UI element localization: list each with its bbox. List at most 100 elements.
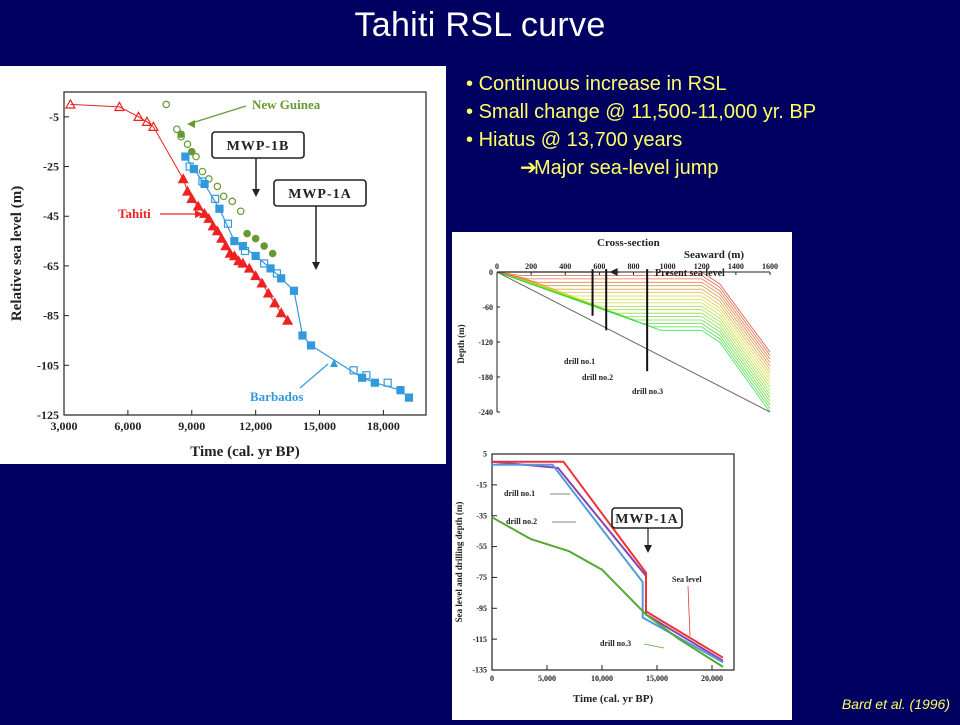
mwp-1a-arrow-head (644, 545, 652, 553)
sub-bullet: ➔Major sea-level jump (466, 154, 956, 182)
barbados-filled-point (404, 393, 414, 402)
x-axis-label: Time (cal. yr BP) (190, 444, 299, 460)
barbados-arrow-line (299, 363, 329, 389)
y-tick-label: -95 (476, 604, 487, 613)
barbados-arrow-head (330, 359, 338, 367)
barbados-filled-point (181, 152, 190, 161)
new-guinea-open-point (162, 100, 171, 109)
x-tick-label: 3,000 (51, 419, 78, 433)
x-tick-label: 12,000 (239, 419, 272, 433)
sea-level-leader (687, 585, 691, 637)
reef-layer-line (496, 271, 771, 367)
tahiti-filled-point (198, 207, 211, 218)
depth-series-line (492, 460, 724, 659)
tahiti-arrow-head (195, 210, 203, 218)
barbados-filled-point (358, 373, 367, 382)
barbados-open-point (383, 378, 392, 387)
mwp-1b-label-box (211, 131, 305, 159)
barbados-filled-point (215, 204, 224, 213)
new-guinea-arrow-line (194, 105, 247, 123)
new-guinea-label: New Guinea (252, 97, 321, 112)
mwp-1b-label: MWP-1B (227, 139, 290, 154)
y-tick-label: -105 (37, 358, 59, 372)
tahiti-open-point (132, 111, 145, 122)
barbados-filled-point (289, 286, 299, 295)
tahiti-open-point (141, 116, 153, 127)
barbados-open-point (272, 269, 282, 278)
mwp-1a-label: MWP-1A (288, 187, 352, 202)
present-sea-level-arrow-head (609, 268, 618, 276)
bullet-text: Hiatus @ 13,700 years (478, 129, 683, 151)
present-sea-level-label: Present sea level (655, 268, 725, 279)
bullet-item: • Continuous increase in RSL (466, 73, 727, 95)
y-tick-label: -125 (37, 408, 59, 422)
tahiti-filled-point (177, 173, 189, 184)
new-guinea-open-point (173, 125, 181, 134)
new-guinea-arrow-head (187, 120, 195, 128)
x-tick-label: 20,000 (701, 674, 723, 683)
x-tick-label: 400 (559, 262, 571, 271)
tahiti-open-point (64, 98, 76, 109)
x-tick-label: 9,000 (178, 419, 205, 433)
cross-section-title: Cross-section (597, 237, 660, 249)
model-charts: Cross-section Seaward (m) 0 200 400 600 800 100… (452, 232, 792, 720)
sub-bullet-text: Major sea-level jump (534, 157, 719, 179)
y-tick-label: -75 (476, 573, 487, 582)
y-tick-label: -85 (43, 309, 59, 323)
slide-title: Tahiti RSL curve (354, 6, 606, 44)
new-guinea-open-point (198, 167, 207, 176)
basement-slope (496, 271, 771, 413)
barbados-filled-point (238, 241, 247, 251)
y-tick-label: -15 (476, 481, 487, 490)
tahiti-filled-point (269, 297, 281, 308)
y-tick-label: -55 (476, 542, 487, 551)
barbados-filled-point (306, 341, 316, 350)
y-tick-label: -35 (476, 511, 487, 520)
rsl-chart: 3,000 6,000 9,000 12,000 15,000 18,000 -5 -25 -4… (0, 66, 446, 464)
x-tick-label: 15,000 (303, 419, 336, 433)
bullet-text: Small change @ 11,500-11,000 yr. BP (478, 101, 817, 123)
sea-level-label: Sea level (672, 575, 702, 584)
x-axis-label: Time (cal. yr BP) (573, 693, 654, 705)
new-guinea-open-point (183, 140, 192, 148)
drill-label: drill no.1 (504, 489, 535, 498)
y-axis-label: Sea level and drilling depth (m) (454, 502, 464, 623)
x-tick-label: 1200 (694, 262, 710, 271)
tahiti-filled-point (220, 240, 232, 251)
drill-label: drill no.2 (582, 373, 613, 382)
cross-section-plot: Cross-section Seaward (m) 0 200 400 600 800 100… (456, 237, 778, 417)
barbados-filled-point (298, 331, 307, 340)
tahiti-filled-point (207, 220, 219, 231)
new-guinea-filled-point (268, 249, 277, 258)
tahiti-filled-point (250, 270, 262, 281)
new-guinea-open-point (236, 207, 245, 216)
barbados-filled-point (396, 386, 405, 395)
x-tick-label: 1000 (660, 262, 676, 271)
tahiti-filled-point (181, 185, 194, 196)
x-tick-label: 1600 (762, 262, 778, 271)
new-guinea-filled-point (187, 147, 196, 156)
drill-label: drill no.1 (564, 357, 595, 366)
x-tick-label: 0 (490, 674, 494, 683)
x-tick-label: 5,000 (538, 674, 556, 683)
plot-frame (63, 91, 427, 416)
x-tick-label: 600 (593, 262, 605, 271)
tahiti-filled-point (216, 232, 228, 243)
new-guinea-open-point (228, 197, 237, 206)
bullet-item: • Small change @ 11,500-11,000 yr. BP (466, 101, 817, 123)
barbados-label: Barbados (250, 389, 303, 404)
mwp-1b-arrow-head (252, 189, 260, 197)
y-tick-label: -180 (478, 373, 493, 382)
drill-label: drill no.2 (506, 517, 537, 526)
tahiti-filled-point (282, 314, 294, 325)
right-arrow-icon: ➔ (520, 157, 537, 179)
new-guinea-filled-point (260, 242, 268, 250)
tahiti-filled-point (243, 262, 255, 273)
bullet-text: Continuous increase in RSL (478, 73, 727, 95)
plot-frame (491, 453, 735, 671)
tahiti-filled-point (192, 200, 204, 211)
barbados-filled-point (200, 179, 209, 189)
rsl-figure: 3,000 6,000 9,000 12,000 15,000 18,000 -5 -25 -4… (0, 66, 446, 464)
figure-background (0, 66, 446, 464)
x-tick-label: 1400 (728, 262, 744, 271)
